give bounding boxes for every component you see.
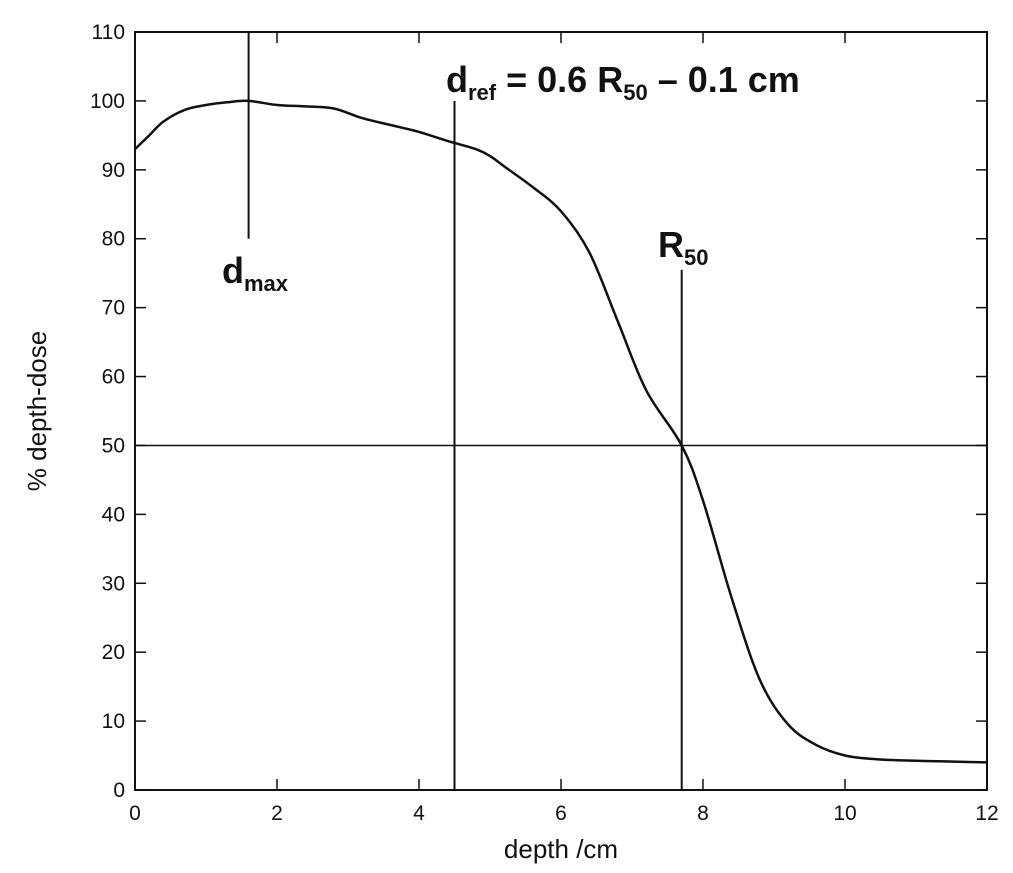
y-tick-label-0: 0 [113,779,125,802]
x-tick-label-6: 12 [975,802,998,825]
x-axis-title: depth /cm [504,834,618,864]
dref-label-sub: ref [468,80,497,105]
dmax-label: dmax [222,250,289,296]
dref-formula-sub: 50 [623,80,647,105]
dref-formula-label: dref = 0.6 R50 – 0.1 cm [446,59,800,105]
dmax-label-sub: max [244,271,289,296]
plot-frame [134,31,988,791]
x-tick-label-4: 8 [697,802,709,825]
y-tick-label-3: 30 [102,572,125,595]
y-tick-label-9: 90 [102,159,125,182]
depth-dose-curve [134,99,988,764]
r50-label: R50 [658,224,708,270]
r50-label-sub: 50 [684,245,708,270]
dref-formula-tail: – 0.1 cm [648,59,800,100]
y-tick-label-10: 100 [90,90,125,113]
x-tick-label-1: 2 [271,802,283,825]
x-tick-label-2: 4 [413,802,425,825]
dref-label-main: d [446,59,468,100]
dref-formula-mid: = 0.6 R [496,59,623,100]
axis-ticks [134,31,988,791]
dmax-label-main: d [222,250,244,291]
y-tick-label-5: 50 [102,434,125,457]
y-tick-label-7: 70 [102,297,125,320]
y-tick-label-6: 60 [102,366,125,389]
y-tick-label-1: 10 [102,710,125,733]
annotation-lines [247,32,683,790]
y-tick-label-2: 20 [102,641,125,664]
x-tick-label-5: 10 [833,802,856,825]
x-tick-label-0: 0 [129,802,141,825]
y-tick-label-11: 110 [92,21,125,44]
r50-label-main: R [658,224,684,265]
axis-tick-labels: 0 2 4 6 8 10 12 0 10 20 30 40 50 60 70 80 90 100 110 [90,21,999,825]
y-tick-label-4: 40 [102,503,125,526]
y-tick-label-8: 80 [102,228,125,251]
y-axis-title: % depth-dose [22,331,52,491]
x-tick-label-3: 6 [555,802,567,825]
